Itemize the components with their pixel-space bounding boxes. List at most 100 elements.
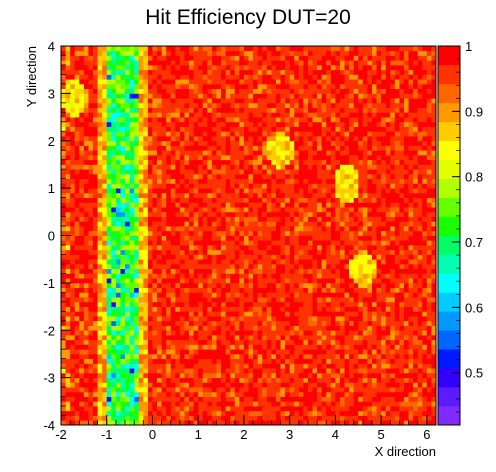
heatmap-cell xyxy=(184,154,190,161)
heatmap-cell xyxy=(335,278,341,284)
heatmap-cell xyxy=(385,259,391,265)
heatmap-cell xyxy=(431,396,437,402)
heatmap-cell xyxy=(79,387,85,393)
heatmap-cell xyxy=(70,183,76,189)
heatmap-cell xyxy=(179,207,185,213)
heatmap-cell xyxy=(353,244,359,251)
heatmap-cell xyxy=(125,334,130,341)
heatmap-cell xyxy=(413,377,419,383)
heatmap-cell xyxy=(239,344,245,350)
heatmap-cell xyxy=(134,420,140,426)
heatmap-cell xyxy=(417,306,423,312)
heatmap-cell xyxy=(74,221,80,227)
heatmap-cell xyxy=(376,344,382,350)
heatmap-cell xyxy=(422,183,428,189)
heatmap-cell xyxy=(413,368,419,374)
heatmap-cell xyxy=(303,169,309,175)
heatmap-cell xyxy=(353,235,359,241)
heatmap-cell xyxy=(321,173,327,180)
heatmap-cell xyxy=(353,401,359,407)
heatmap-cell xyxy=(367,282,373,289)
heatmap-cell xyxy=(74,164,80,170)
heatmap-cell xyxy=(157,292,163,298)
heatmap-cell xyxy=(326,192,332,198)
heatmap-cell xyxy=(211,140,217,146)
heatmap-cell xyxy=(399,297,405,303)
heatmap-cell xyxy=(120,325,126,331)
heatmap-cell xyxy=(61,178,66,184)
heatmap-cell xyxy=(271,140,277,146)
heatmap-cell xyxy=(106,292,112,298)
heatmap-cell xyxy=(413,363,419,369)
heatmap-cell xyxy=(216,197,222,203)
heatmap-cell xyxy=(120,292,126,298)
heatmap-cell xyxy=(289,339,295,345)
heatmap-cell xyxy=(303,358,309,364)
heatmap-cell xyxy=(298,159,304,165)
heatmap-cell xyxy=(280,287,286,293)
heatmap-cell xyxy=(381,372,387,379)
heatmap-cell xyxy=(335,188,341,194)
heatmap-cell xyxy=(326,353,332,360)
heatmap-cell xyxy=(125,406,130,412)
heatmap-cell xyxy=(129,363,135,369)
heatmap-cell xyxy=(70,216,76,222)
heatmap-cell xyxy=(321,207,327,213)
heatmap-cell xyxy=(184,363,190,369)
heatmap-cell xyxy=(189,292,195,298)
heatmap-cell xyxy=(74,325,80,331)
heatmap-cell xyxy=(97,173,103,180)
heatmap-cell xyxy=(243,273,249,279)
heatmap-cell xyxy=(243,391,249,397)
heatmap-cell xyxy=(353,391,359,397)
heatmap-cell xyxy=(239,254,245,260)
heatmap-cell xyxy=(321,406,327,412)
heatmap-cell xyxy=(408,140,414,146)
heatmap-cell xyxy=(248,410,254,416)
heatmap-cell xyxy=(97,263,103,270)
heatmap-cell xyxy=(367,320,373,326)
heatmap-cell xyxy=(317,287,323,293)
heatmap-cell xyxy=(321,334,327,341)
heatmap-cell xyxy=(202,154,208,161)
heatmap-cell xyxy=(303,330,309,336)
heatmap-cell xyxy=(147,268,153,274)
heatmap-cell xyxy=(225,410,231,416)
heatmap-cell xyxy=(74,406,80,412)
heatmap-cell xyxy=(326,339,332,345)
heatmap-cell xyxy=(317,339,323,345)
heatmap-cell xyxy=(83,140,89,146)
heatmap-cell xyxy=(275,415,281,421)
heatmap-cell xyxy=(207,301,213,307)
heatmap-cell xyxy=(303,173,309,180)
heatmap-cell xyxy=(275,221,281,227)
heatmap-cell xyxy=(321,150,327,156)
heatmap-cell xyxy=(248,401,254,407)
heatmap-cell xyxy=(88,391,94,397)
heatmap-cell xyxy=(289,297,295,303)
heatmap-cell xyxy=(97,387,103,393)
heatmap-cell xyxy=(143,136,149,142)
heatmap-cell xyxy=(79,244,85,251)
heatmap-cell xyxy=(426,154,432,161)
heatmap-cell xyxy=(326,410,332,416)
heatmap-cell xyxy=(243,211,249,217)
heatmap-cell xyxy=(97,268,103,274)
heatmap-cell xyxy=(111,150,117,156)
heatmap-cell xyxy=(207,230,213,236)
heatmap-cell xyxy=(285,420,291,426)
heatmap-cell xyxy=(335,415,341,421)
heatmap-cell xyxy=(152,244,158,251)
heatmap-cell xyxy=(262,396,268,402)
heatmap-cell xyxy=(394,406,400,412)
heatmap-cell xyxy=(275,230,281,236)
heatmap-cell xyxy=(280,353,286,360)
heatmap-cell xyxy=(307,292,313,298)
heatmap-cell xyxy=(102,136,108,142)
heatmap-cell xyxy=(93,235,98,241)
heatmap-cell xyxy=(367,136,373,142)
heatmap-cell xyxy=(326,216,332,222)
heatmap-cell xyxy=(385,292,391,298)
heatmap-cell xyxy=(88,363,94,369)
heatmap-cell xyxy=(253,221,259,227)
